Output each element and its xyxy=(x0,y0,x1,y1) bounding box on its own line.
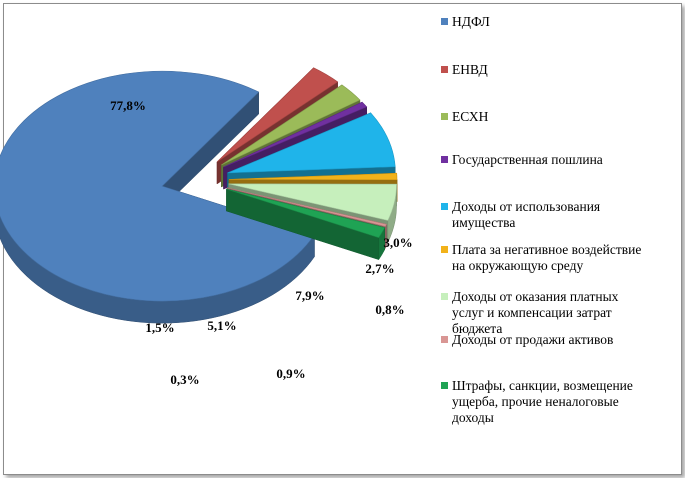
legend-label: Плата за негативное воздействие xyxy=(452,242,641,257)
legend-label: НДФЛ xyxy=(452,14,490,29)
slice-percentage-label: 77,8% xyxy=(110,98,146,113)
slice-percentage-label: 3,0% xyxy=(383,235,412,250)
legend-item: ЕСХН xyxy=(441,109,489,124)
slice-percentage-label: 1,5% xyxy=(145,320,174,335)
legend-swatch xyxy=(441,336,448,343)
legend-label: Доходы от продажи активов xyxy=(452,332,613,347)
legend-label: Штрафы, санкции, возмещение xyxy=(452,378,633,393)
legend-label: ЕНВД xyxy=(452,62,488,77)
legend-label: Государственная пошлина xyxy=(452,152,603,167)
legend-swatch xyxy=(441,18,448,25)
slice-percentage-label: 5,1% xyxy=(207,318,236,333)
legend-swatch xyxy=(441,113,448,120)
legend-swatch xyxy=(441,246,448,253)
pie-slice-9 xyxy=(226,188,386,261)
legend-label: имущества xyxy=(452,215,515,230)
legend-swatch xyxy=(441,293,448,300)
legend-label: доходы xyxy=(452,410,494,425)
slice-percentage-label: 7,9% xyxy=(295,288,324,303)
legend-label: Доходы от оказания платных xyxy=(452,289,619,304)
legend-item: НДФЛ xyxy=(441,14,490,29)
legend-label: услуг и компенсации затрат xyxy=(452,305,612,320)
legend-swatch xyxy=(441,156,448,163)
slice-percentage-label: 0,3% xyxy=(170,372,199,387)
legend-label: на окружающую среду xyxy=(452,258,583,273)
legend-item: ЕНВД xyxy=(441,62,488,77)
pie-slice-1 xyxy=(0,70,315,324)
legend-swatch xyxy=(441,382,448,389)
legend-label: Доходы от использования xyxy=(452,199,600,214)
legend-swatch xyxy=(441,66,448,73)
legend-swatch xyxy=(441,203,448,210)
slice-percentage-label: 2,7% xyxy=(365,261,394,276)
slice-percentage-label: 0,9% xyxy=(276,366,305,381)
legend-item: Государственная пошлина xyxy=(441,152,603,167)
slice-percentage-label: 0,8% xyxy=(375,302,404,317)
legend-label: ЕСХН xyxy=(452,109,489,124)
legend-item: Доходы от продажи активов xyxy=(441,332,613,347)
legend-label: ущерба, прочие неналоговые xyxy=(452,394,619,409)
legend-label: бюджета xyxy=(452,321,502,336)
